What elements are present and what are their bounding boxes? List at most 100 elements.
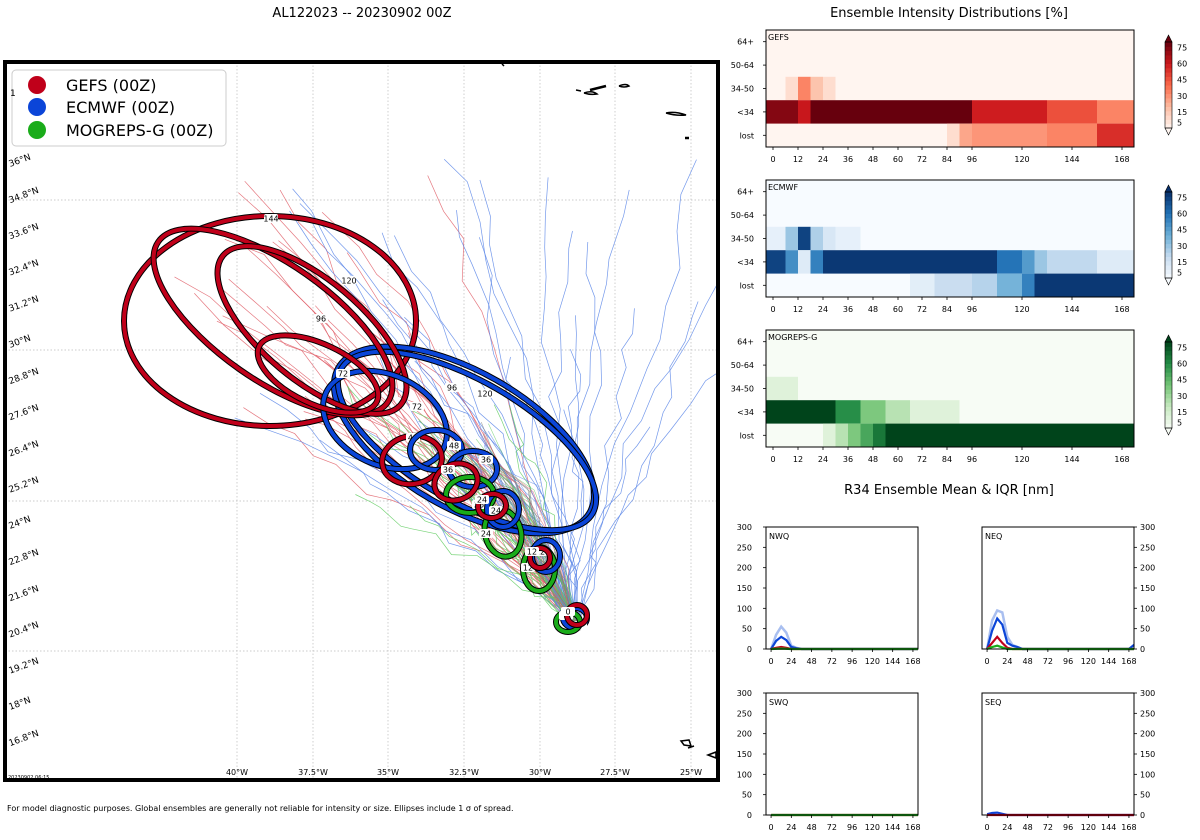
heatmap-cell (997, 250, 1022, 274)
lon-label: 37.5°W (298, 768, 328, 777)
x-tick-label: 84 (942, 155, 952, 164)
heatmap-cell (997, 273, 1022, 297)
heatmap-cell (835, 400, 861, 424)
category-label: 50-64 (731, 361, 754, 370)
map-legend: 1 GEFS (00Z) ECMWF (00Z) MOGREPS-G (00Z) (10, 69, 227, 147)
heatmap-cell (810, 76, 823, 101)
colorbar-segment (1165, 393, 1172, 399)
y-tick-label: 100 (1140, 770, 1155, 779)
colorbar-segment (1165, 252, 1172, 257)
y-tick-label: 0 (1140, 645, 1145, 654)
x-tick-label: 72 (827, 657, 837, 666)
category-label: 34-50 (731, 85, 754, 94)
category-label: 64+ (737, 338, 754, 347)
y-tick-label: 0 (747, 645, 752, 654)
x-tick-label: 144 (1064, 305, 1079, 314)
ecmwf-member-track (569, 315, 580, 623)
x-tick-label: 120 (1081, 657, 1096, 666)
colorbar-segment (1165, 354, 1172, 360)
x-tick-label: 144 (1101, 823, 1116, 832)
coastline (665, 111, 687, 116)
x-tick-label: 72 (917, 155, 927, 164)
x-tick-label: 36 (843, 305, 853, 314)
colorbar-tick-label: 30 (1177, 242, 1187, 251)
colorbar-segment (1165, 346, 1172, 352)
colorbar-segment (1165, 110, 1172, 116)
ellipse-label-gefs-24: 24 (477, 496, 487, 505)
colorbar-segment (1165, 235, 1172, 240)
colorbar-segment (1165, 54, 1172, 60)
colorbar-segment (1165, 192, 1172, 197)
ellipse-label-gefs-12: 12 (527, 548, 537, 557)
x-tick-label: 24 (1002, 657, 1012, 666)
r34-panel-neq: NEQ 0 50 100 150 200 250 300 0 24 48 72 96 120 144 168 (981, 523, 1155, 666)
coastline (575, 89, 582, 92)
heatmap-cell (885, 423, 1134, 447)
colorbar-segment (1165, 415, 1172, 420)
panel-name: GEFS (768, 33, 789, 42)
ellipse-label-bg (441, 465, 455, 474)
quadrant-name: SEQ (985, 698, 1001, 707)
x-tick-label: 0 (769, 657, 774, 666)
colorbar-tick-label: 60 (1177, 60, 1187, 69)
x-tick-label: 60 (893, 455, 903, 464)
ecmwf-member-track (540, 177, 577, 627)
y-tick-label: 100 (737, 604, 752, 613)
category-label: 34-50 (731, 385, 754, 394)
heatmap-cell (810, 226, 823, 251)
colorbar-segment (1165, 230, 1172, 236)
r34-title: R34 Ensemble Mean & IQR [nm] (844, 483, 1054, 498)
category-label: <34 (737, 108, 754, 117)
lon-label: 25°W (680, 768, 702, 777)
panel-background (982, 527, 1134, 649)
colorbar-tick-label: 75 (1177, 343, 1187, 352)
ellipse-label-bg (475, 495, 489, 504)
heatmap-cell (1097, 123, 1134, 147)
x-tick-label: 24 (786, 823, 796, 832)
ellipse-gefs-120h (151, 226, 395, 418)
ecmwf-member-track (575, 308, 635, 621)
x-tick-label: 0 (985, 657, 990, 666)
mogreps-member-track (409, 505, 577, 625)
colorbar-segment (1165, 385, 1172, 390)
y-tick-label: 200 (737, 730, 752, 739)
heatmap-cell (1097, 250, 1134, 274)
colorbar-segment (1165, 123, 1172, 129)
colorbar-segment (1165, 63, 1172, 69)
y-tick-label: 150 (1140, 750, 1155, 759)
colorbar-tick-label: 75 (1177, 43, 1187, 52)
track-map[interactable]: 1441209612096727248483624363612241224000… (3, 60, 732, 782)
x-tick-label: 24 (818, 305, 828, 314)
heatmap-cell (1047, 123, 1097, 147)
ellipse-label-gefs-0: 0 (565, 608, 570, 617)
x-tick-label: 168 (1121, 657, 1136, 666)
colorbar-tick-label: 15 (1177, 408, 1187, 417)
x-tick-label: 96 (967, 155, 977, 164)
ellipse-label-bg (410, 402, 424, 411)
category-label: 50-64 (731, 211, 754, 220)
colorbar-tick-label: 45 (1177, 76, 1187, 85)
intensity-panel-mogreps-g: MOGREPS-G 64+ 50-64 34-50 <34 lost 0 12 24 36 48 60… (731, 329, 1187, 464)
panel-background (766, 693, 918, 815)
category-label: lost (740, 281, 754, 290)
heatmap-cell (910, 273, 935, 297)
colorbar-segment (1165, 423, 1172, 429)
x-tick-label: 144 (885, 657, 900, 666)
lon-label: 27.5°W (600, 768, 630, 777)
colorbar-segment (1165, 265, 1172, 270)
x-tick-label: 48 (868, 455, 878, 464)
colorbar-extend-max (1164, 334, 1173, 343)
colorbar-segment (1165, 209, 1172, 214)
x-tick-label: 24 (818, 455, 828, 464)
heatmap-cell (798, 100, 811, 124)
x-tick-label: 72 (917, 305, 927, 314)
colorbar-tick-label: 5 (1177, 419, 1182, 428)
heatmap-cell (1022, 273, 1035, 297)
category-label: 34-50 (731, 235, 754, 244)
y-tick-label: 250 (737, 543, 752, 552)
heatmap-cell (1034, 250, 1047, 274)
gefs-member-track (228, 278, 578, 628)
x-tick-label: 168 (905, 823, 920, 832)
core-track (449, 434, 576, 622)
